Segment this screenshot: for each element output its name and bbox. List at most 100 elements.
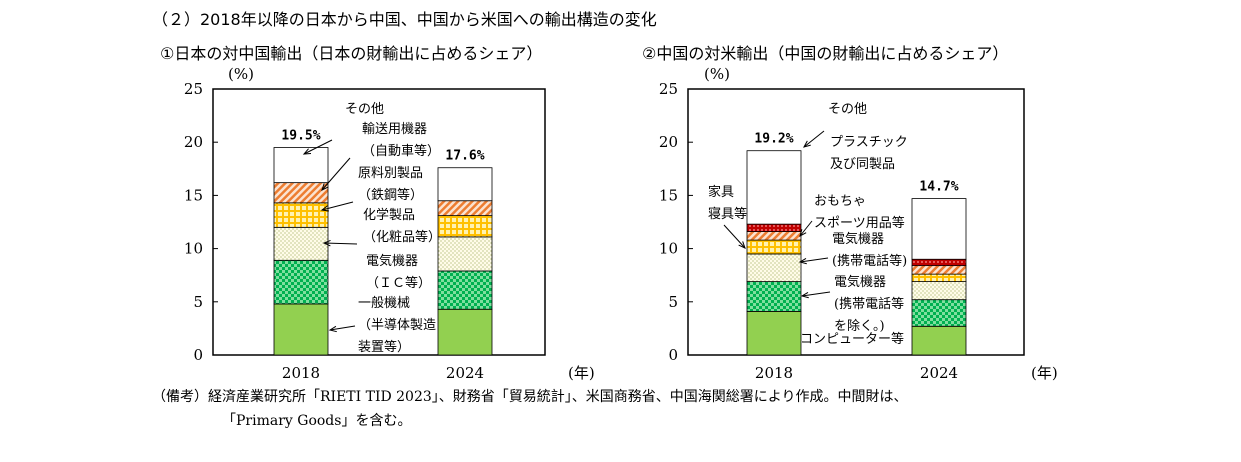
section-heading: （２）2018年以降の日本から中国、中国から米国への輸出構造の変化 bbox=[152, 10, 657, 29]
chart-1-bar-2024-segment-2 bbox=[437, 236, 493, 272]
chart-2-y-tick-label: 10 bbox=[659, 240, 678, 258]
chart-2-annotation: コンピューター等 bbox=[800, 331, 904, 347]
chart-1-x-tick-label: 2018 bbox=[282, 364, 320, 382]
chart-2-annotation: その他 bbox=[828, 102, 867, 117]
chart-2-annotation: 家具寝具等 bbox=[708, 184, 747, 222]
chart-2-bar-2024-segment-5 bbox=[911, 258, 967, 267]
chart-2-total-label: 14.7% bbox=[919, 180, 958, 195]
chart-2: 0 5 10 15 20 25 (%) (年) 2018 19.2% 2024 14.7% その他プラス… bbox=[659, 65, 1058, 382]
chart-2-x-tick-label: 2024 bbox=[920, 364, 958, 382]
chart-2-annotation-arrowhead bbox=[738, 241, 746, 249]
chart-1-annotation-arrow bbox=[329, 325, 356, 331]
chart-1-bar-2024-segment-0 bbox=[437, 308, 493, 356]
chart-1-bar-2018-segment-4 bbox=[273, 182, 329, 204]
chart-2-annotation-line: 及び同製品 bbox=[830, 157, 895, 172]
chart-1-annotation: 電気機器 （ＩＣ等） bbox=[366, 253, 431, 291]
chart-2-annotation-arrowhead bbox=[799, 229, 807, 238]
chart-1-y-tick-label: 20 bbox=[184, 133, 203, 151]
chart-2-bar-2018-segment-3 bbox=[746, 239, 802, 255]
chart-1-bar-2018-segment-3 bbox=[273, 202, 329, 228]
chart-2-annotation-line: 電気機器 bbox=[832, 231, 884, 247]
chart-1-total-label: 19.5% bbox=[281, 129, 320, 144]
chart-2-y-axis-label: (%) bbox=[704, 65, 730, 83]
chart-1-bar-2018-segment-1 bbox=[273, 259, 329, 305]
chart-2-annotation-line: (携帯電話等 bbox=[834, 296, 904, 312]
chart-1-annotation-line: （化粧品等） bbox=[363, 229, 441, 245]
chart-1-x-tick-label: 2024 bbox=[446, 364, 484, 382]
chart-2-x-tick-label: 2018 bbox=[755, 364, 793, 382]
chart-1-bar-2024-segment-3 bbox=[437, 215, 493, 238]
chart-1-bar-2024-segment-5 bbox=[437, 167, 493, 202]
chart-1-annotation-line: （半導体製造 bbox=[358, 318, 436, 333]
chart-2-annotation-line: コンピューター等 bbox=[800, 331, 904, 347]
chart-2-bar-2018-segment-0 bbox=[746, 310, 802, 356]
chart-1-annotation: 原料別製品 （鉄鋼等） bbox=[358, 166, 423, 203]
chart-1-bar-2018-segment-0 bbox=[273, 303, 329, 356]
chart-2-annotation-arrow bbox=[799, 257, 829, 263]
chart-2-bar-2024-segment-4 bbox=[911, 265, 967, 275]
chart-2-bar-2018-segment-6 bbox=[746, 150, 802, 225]
chart-1-y-tick-label: 25 bbox=[184, 80, 203, 98]
chart-2-plot-frame bbox=[687, 88, 1025, 356]
chart-1-y-tick-label: 15 bbox=[184, 186, 203, 204]
chart-2-annotation-arrow bbox=[799, 220, 813, 237]
chart-2-bar-2024-segment-3 bbox=[911, 273, 967, 282]
chart-1-annotation-line: 装置等） bbox=[358, 339, 410, 355]
chart-2-y-tick-label: 20 bbox=[659, 133, 678, 151]
chart-2-annotation-line: プラスチック bbox=[830, 135, 908, 150]
chart-1-bar-2018-segment-2 bbox=[273, 226, 329, 261]
chart-2-annotation-line: 寝具等 bbox=[708, 206, 747, 222]
chart-1-title: ①日本の対中国輸出（日本の財輸出に占めるシェア） bbox=[160, 44, 543, 63]
chart-2-bar-2024-segment-2 bbox=[911, 281, 967, 301]
chart-2-bar-2018-segment-1 bbox=[746, 281, 802, 312]
chart-1-annotation-line: その他 bbox=[345, 102, 384, 117]
chart-2-x-axis-label: (年) bbox=[1031, 364, 1058, 382]
chart-1-annotation: その他 bbox=[345, 102, 384, 117]
chart-2-annotation: おもちゃスポーツ用品等 bbox=[814, 194, 905, 231]
chart-1-annotation-line: 化学製品 bbox=[363, 207, 415, 223]
chart-2-annotation-line: 電気機器 bbox=[834, 274, 886, 290]
chart-1-annotation-line: （自動車等） bbox=[362, 143, 440, 159]
source-note-line-1: （備考）経済産業研究所「RIETI TID 2023」、財務省「貿易統計」、米国… bbox=[152, 389, 908, 405]
chart-1-y-axis-label: (%) bbox=[228, 65, 254, 83]
chart-1-annotation-line: 輸送用機器 bbox=[362, 122, 427, 137]
chart-2-bar-2018-segment-2 bbox=[746, 253, 802, 282]
chart-2-bar-2024-segment-1 bbox=[911, 299, 967, 327]
chart-1-annotation-arrowhead bbox=[320, 205, 329, 212]
chart-1-annotation-arrowhead bbox=[322, 240, 331, 247]
chart-2-annotation-line: (携帯電話等) bbox=[832, 253, 907, 269]
chart-1-annotation-arrowhead bbox=[302, 148, 312, 155]
chart-1-annotation-arrow bbox=[321, 201, 354, 211]
chart-2-bar-2024-segment-6 bbox=[911, 198, 967, 260]
chart-2-y-tick-label: 0 bbox=[668, 346, 678, 364]
chart-1-plot-frame bbox=[212, 88, 546, 356]
chart-2-annotation-arrowhead bbox=[802, 140, 811, 148]
chart-2-annotation-line: 家具 bbox=[708, 184, 734, 200]
chart-1-annotation-arrow bbox=[321, 157, 351, 191]
chart-1-annotation-arrowhead bbox=[321, 183, 329, 191]
chart-1-y-tick-label: 10 bbox=[184, 240, 203, 258]
chart-2-annotation-arrow bbox=[723, 224, 746, 249]
chart-2-annotation-arrowhead bbox=[798, 257, 807, 265]
chart-2-y-tick-label: 5 bbox=[668, 293, 678, 311]
chart-1-x-axis-label: (年) bbox=[568, 364, 595, 382]
chart-1-annotation: 化学製品 （化粧品等） bbox=[363, 207, 441, 245]
chart-2-annotation-arrow bbox=[801, 291, 831, 297]
chart-1-bar-2024-segment-4 bbox=[437, 200, 493, 217]
chart-1-y-tick-label: 0 bbox=[193, 346, 203, 364]
chart-2-y-tick-label: 15 bbox=[659, 186, 678, 204]
chart-1-bar-2024-segment-1 bbox=[437, 270, 493, 310]
chart-2-annotation: プラスチック及び同製品 bbox=[830, 135, 908, 172]
chart-1-annotation-arrow bbox=[303, 139, 333, 155]
chart-1-annotation-arrow bbox=[323, 242, 358, 245]
chart-1-annotation: 一般機械 （半導体製造装置等） bbox=[358, 295, 436, 355]
chart-1-annotation-line: 原料別製品 bbox=[358, 166, 423, 181]
chart-2-y-tick-label: 25 bbox=[659, 80, 678, 98]
chart-2-annotation-line: おもちゃ bbox=[814, 194, 866, 209]
chart-2-annotation-line: その他 bbox=[828, 102, 867, 117]
chart-2-annotation-line: を除く。) bbox=[834, 319, 885, 334]
chart-2-annotation-arrow bbox=[803, 130, 825, 148]
chart-2-annotation-arrowhead bbox=[800, 291, 809, 299]
chart-2-annotation: 電気機器 (携帯電話等) bbox=[832, 231, 907, 269]
